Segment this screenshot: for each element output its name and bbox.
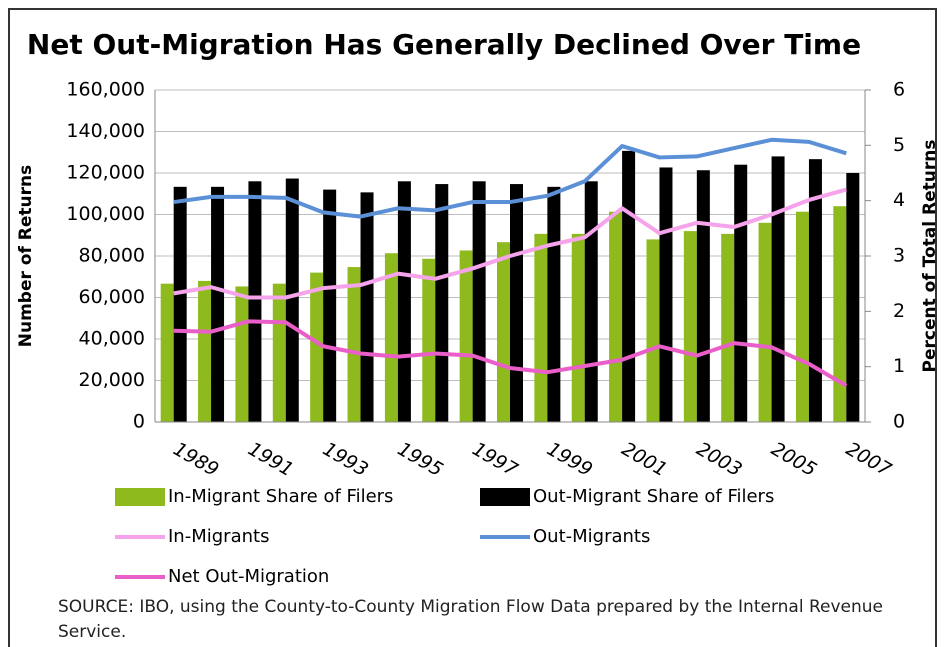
- bar: [734, 164, 748, 422]
- bar: [547, 186, 561, 422]
- bar: [497, 242, 510, 422]
- bar: [758, 222, 772, 422]
- y-tick-label: 60,000: [79, 286, 145, 308]
- y-tick-label: 20,000: [79, 369, 145, 391]
- bar: [248, 181, 262, 422]
- bar: [459, 250, 473, 422]
- x-tick-label: 1997: [468, 438, 521, 481]
- y-tick-label: 120,000: [66, 162, 145, 184]
- legend-label: Out-Migrants: [533, 526, 650, 547]
- bar: [771, 156, 785, 422]
- bar: [285, 178, 299, 422]
- bar: [360, 192, 374, 422]
- bar: [571, 233, 585, 422]
- x-tick-label: 1995: [394, 438, 447, 481]
- bar: [622, 150, 636, 422]
- y2-axis-label: Percent of Total Returns: [920, 140, 940, 373]
- bar: [696, 170, 710, 422]
- legend-label: Net Out-Migration: [168, 566, 329, 587]
- bar: [173, 186, 187, 422]
- y-tick-label: 40,000: [79, 328, 145, 350]
- x-tick-label: 2003: [693, 438, 746, 481]
- bar: [833, 206, 847, 422]
- bar: [384, 253, 398, 422]
- legend-swatch: [115, 488, 165, 506]
- bar: [534, 233, 548, 422]
- bar: [235, 286, 249, 422]
- bar: [808, 159, 822, 422]
- y-tick-label: 140,000: [66, 120, 145, 142]
- y-tick-label: 80,000: [79, 245, 145, 267]
- line: [173, 319, 848, 388]
- bar: [422, 258, 436, 422]
- y-tick-label: 100,000: [66, 203, 145, 225]
- y-tick-label: 0: [133, 411, 145, 433]
- x-tick-label: 2007: [842, 438, 895, 481]
- bar: [211, 186, 225, 422]
- y-tick-label: 160,000: [66, 79, 145, 101]
- bar: [510, 184, 523, 422]
- bar: [795, 211, 809, 422]
- y2-tick-label: 5: [893, 134, 905, 156]
- y2-tick-label: 3: [893, 245, 905, 267]
- y2-tick-label: 4: [893, 189, 905, 211]
- bar: [160, 283, 174, 422]
- x-tick-label: 1991: [244, 438, 297, 481]
- bar: [472, 181, 486, 422]
- bar: [721, 233, 735, 422]
- bar: [584, 181, 598, 422]
- y2-tick-label: 2: [893, 300, 905, 322]
- legend-label: In-Migrant Share of Filers: [168, 486, 393, 507]
- bar: [659, 167, 673, 422]
- bar: [609, 211, 623, 422]
- bar: [646, 239, 660, 422]
- bar: [323, 189, 337, 422]
- x-tick-label: 1989: [169, 438, 222, 481]
- frame: [8, 8, 937, 647]
- bar: [272, 283, 286, 422]
- bar: [310, 272, 324, 422]
- bar: [347, 267, 361, 422]
- y2-tick-label: 0: [893, 411, 905, 433]
- chart-title: Net Out-Migration Has Generally Declined…: [27, 28, 861, 61]
- legend-swatch: [480, 488, 530, 506]
- legend-label: In-Migrants: [168, 526, 269, 547]
- legend-label: Out-Migrant Share of Filers: [533, 486, 774, 507]
- y2-tick-label: 1: [893, 355, 905, 377]
- bar: [435, 184, 449, 422]
- line: [173, 187, 847, 300]
- bar: [683, 231, 697, 422]
- source-note: SOURCE: IBO, using the County-to-County …: [58, 597, 883, 642]
- y-axis-label: Number of Returns: [16, 165, 36, 348]
- x-tick-label: 2001: [618, 438, 671, 481]
- bar: [198, 280, 212, 422]
- bar: [397, 181, 411, 422]
- bar: [846, 173, 860, 422]
- x-tick-label: 1999: [543, 438, 596, 481]
- y2-tick-label: 6: [893, 79, 905, 101]
- x-tick-label: 1993: [319, 438, 372, 481]
- x-tick-label: 2005: [767, 438, 820, 481]
- line: [173, 137, 847, 219]
